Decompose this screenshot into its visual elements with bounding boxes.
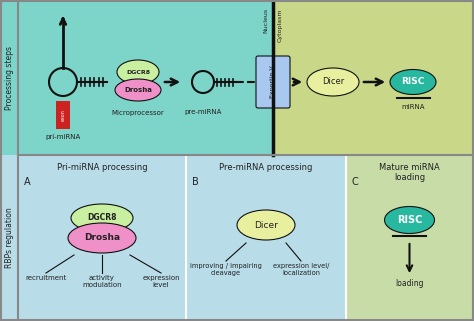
FancyBboxPatch shape	[256, 56, 290, 108]
Text: pre-miRNA: pre-miRNA	[184, 109, 222, 115]
Text: C: C	[352, 177, 359, 187]
Bar	[1, 1, 19, 155]
Text: Drosha: Drosha	[124, 87, 152, 93]
Ellipse shape	[237, 210, 295, 240]
Text: Nucleus: Nucleus	[264, 8, 268, 33]
Text: pri-miRNA: pri-miRNA	[46, 134, 81, 140]
Text: RBPs regulation: RBPs regulation	[6, 208, 15, 268]
Bar	[18, 155, 186, 321]
Text: Dicer: Dicer	[322, 77, 344, 86]
Text: activity
modulation: activity modulation	[82, 275, 122, 288]
Text: DGCR8: DGCR8	[87, 213, 117, 222]
Text: Mature miRNA
loading: Mature miRNA loading	[379, 163, 440, 182]
Ellipse shape	[117, 60, 159, 84]
Bar	[273, 1, 473, 155]
Ellipse shape	[307, 68, 359, 96]
Text: improving / impairing
cleavage: improving / impairing cleavage	[190, 263, 262, 276]
Text: RISC: RISC	[397, 215, 422, 225]
Ellipse shape	[115, 79, 161, 101]
Text: A: A	[24, 177, 31, 187]
Bar	[56, 101, 70, 129]
Bar	[18, 1, 273, 155]
Text: miRNA: miRNA	[401, 104, 425, 110]
Text: RISC: RISC	[401, 77, 425, 86]
Text: DGCR8: DGCR8	[126, 70, 150, 74]
Text: expression
level: expression level	[142, 275, 180, 288]
Text: recruitment: recruitment	[26, 275, 67, 281]
Text: Microprocessor: Microprocessor	[111, 110, 164, 116]
Text: Pre-miRNA processing: Pre-miRNA processing	[219, 163, 313, 172]
Text: Pri-miRNA processing: Pri-miRNA processing	[57, 163, 147, 172]
Text: Processing steps: Processing steps	[6, 47, 15, 110]
Bar	[186, 155, 346, 321]
Text: Exportin V: Exportin V	[271, 66, 275, 98]
Ellipse shape	[384, 206, 435, 233]
Text: Drosha: Drosha	[84, 233, 120, 242]
Text: Dicer: Dicer	[254, 221, 278, 230]
Bar	[1, 155, 19, 321]
Bar	[346, 155, 473, 321]
Text: expression level/
localization: expression level/ localization	[273, 263, 329, 276]
Ellipse shape	[68, 223, 136, 253]
Text: B: B	[192, 177, 199, 187]
Text: exon: exon	[61, 109, 65, 121]
Text: Cytoplasm: Cytoplasm	[277, 8, 283, 41]
Ellipse shape	[390, 70, 436, 94]
Ellipse shape	[71, 204, 133, 232]
Text: loading: loading	[395, 279, 424, 288]
